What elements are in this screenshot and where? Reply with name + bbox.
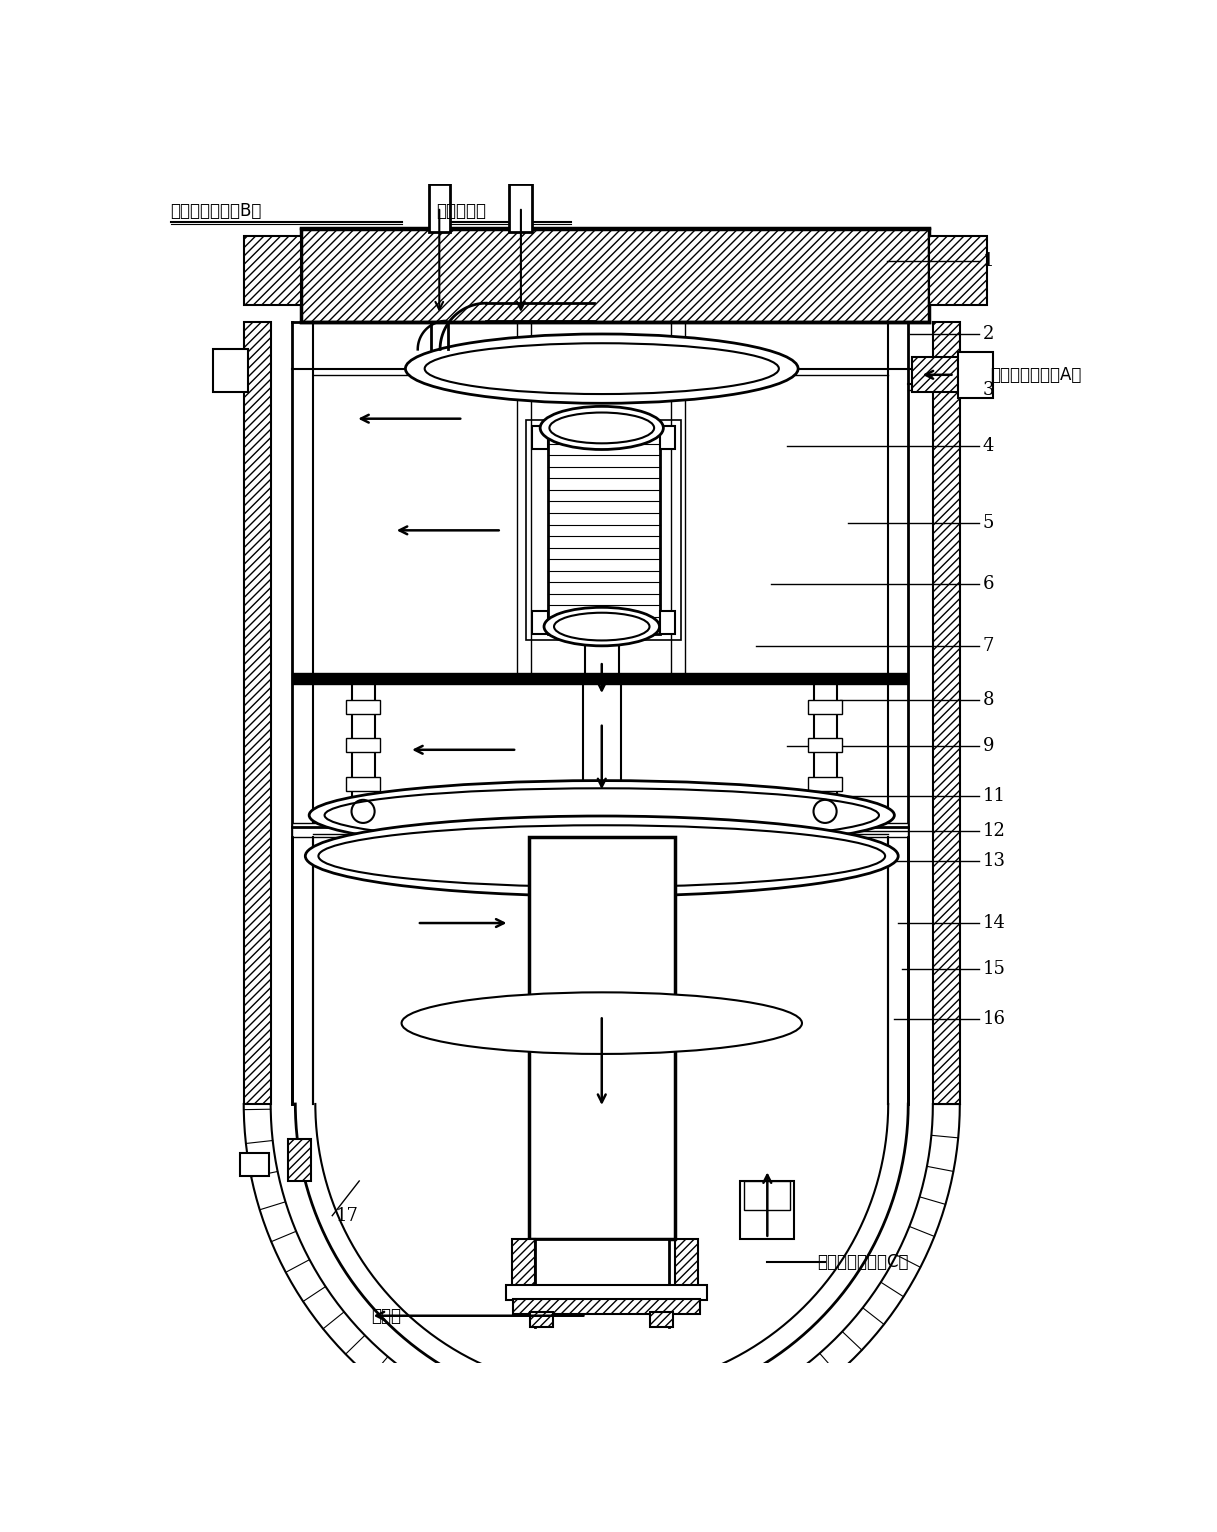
Bar — [533, 426, 548, 449]
Bar — [528, 836, 675, 1239]
Text: 4: 4 — [983, 437, 994, 455]
Bar — [428, 184, 450, 233]
Text: 14: 14 — [983, 915, 1005, 931]
Text: 9: 9 — [983, 737, 994, 755]
Ellipse shape — [305, 817, 898, 896]
Bar — [514, 1299, 700, 1314]
Ellipse shape — [540, 406, 663, 449]
Text: 16: 16 — [983, 1010, 1006, 1028]
Text: 未反应气（预热B）: 未反应气（预热B） — [170, 202, 262, 219]
Bar — [505, 1285, 707, 1301]
Text: 17: 17 — [336, 1207, 359, 1224]
Bar — [745, 1181, 790, 1210]
Ellipse shape — [544, 607, 660, 647]
Bar — [675, 1239, 699, 1288]
Text: 13: 13 — [983, 852, 1006, 870]
Ellipse shape — [309, 781, 894, 850]
Bar — [346, 738, 380, 752]
Ellipse shape — [319, 826, 885, 887]
Bar — [346, 777, 380, 791]
Bar — [346, 700, 380, 714]
Bar — [958, 352, 993, 398]
Bar — [213, 349, 247, 392]
Ellipse shape — [549, 412, 654, 443]
Bar — [533, 611, 548, 634]
Text: 8: 8 — [983, 691, 994, 709]
Text: 5: 5 — [983, 513, 994, 532]
Text: 未反应气（预热C）: 未反应气（预热C） — [818, 1253, 909, 1272]
Text: 15: 15 — [983, 961, 1005, 979]
Bar — [660, 611, 675, 634]
Bar — [302, 228, 929, 322]
Bar — [292, 673, 908, 685]
Text: 11: 11 — [983, 787, 1006, 804]
Bar — [288, 1138, 312, 1181]
Text: 未反应气（预热A）: 未反应气（预热A） — [991, 366, 1082, 385]
Bar — [660, 426, 675, 449]
Bar — [808, 700, 842, 714]
Bar — [808, 738, 842, 752]
Text: 12: 12 — [983, 821, 1005, 840]
Ellipse shape — [402, 993, 802, 1054]
Bar — [240, 1152, 269, 1175]
Bar — [526, 420, 682, 640]
Bar — [531, 1311, 554, 1327]
Bar — [243, 236, 302, 305]
Ellipse shape — [425, 343, 779, 394]
Ellipse shape — [554, 613, 650, 640]
Text: 6: 6 — [983, 574, 994, 593]
Bar — [912, 357, 958, 392]
Text: 1: 1 — [983, 251, 994, 270]
Bar — [510, 184, 533, 233]
Ellipse shape — [405, 334, 798, 403]
Bar — [548, 426, 660, 634]
Bar — [650, 1311, 673, 1327]
Bar — [292, 823, 908, 836]
Text: 开工加热气: 开工加热气 — [436, 202, 487, 219]
Bar — [534, 1239, 669, 1301]
Text: 2: 2 — [983, 325, 994, 343]
Bar — [929, 236, 987, 305]
Bar — [511, 1239, 534, 1288]
Text: 3: 3 — [983, 381, 994, 400]
Bar — [933, 322, 960, 1105]
Bar — [243, 322, 270, 1105]
Bar — [740, 1181, 795, 1239]
Ellipse shape — [325, 789, 879, 843]
Bar — [808, 777, 842, 791]
Text: 7: 7 — [983, 637, 994, 654]
Text: 反应气: 反应气 — [371, 1307, 400, 1325]
